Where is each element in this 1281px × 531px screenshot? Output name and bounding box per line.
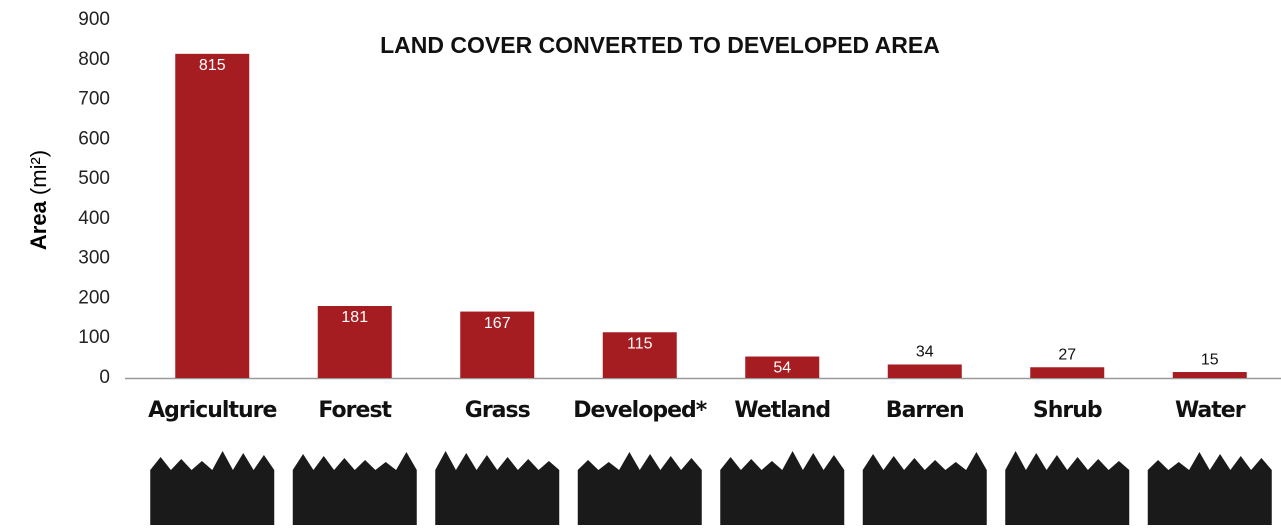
x-tick-label: Wetland [734, 398, 830, 423]
value-label: 167 [484, 315, 511, 332]
bar [745, 356, 820, 378]
x-tick-label: Barren [886, 398, 964, 423]
x-tick-label: Forest [318, 398, 392, 423]
category-icon [435, 451, 560, 525]
y-tick-label: 300 [78, 248, 110, 269]
bar [460, 311, 535, 378]
category-icon [1005, 451, 1130, 525]
chart-title: LAND COVER CONVERTED TO DEVELOPED AREA [380, 32, 940, 58]
y-tick-label: 0 [99, 367, 110, 388]
bar [1172, 372, 1247, 378]
bar [1030, 367, 1105, 378]
value-label: 815 [199, 57, 226, 74]
value-label: 27 [1058, 346, 1076, 363]
bar [175, 53, 250, 379]
bar [317, 306, 392, 378]
y-tick-label: 200 [78, 287, 110, 308]
y-axis-label-main: Area [26, 200, 51, 250]
value-label: 181 [341, 309, 368, 326]
x-tick-label: Shrub [1033, 398, 1102, 423]
y-tick-label: 400 [78, 208, 110, 229]
y-tick-label: 500 [78, 168, 110, 189]
y-axis-label: Area (mi²) [26, 150, 51, 250]
category-icon [720, 451, 845, 525]
category-icon [577, 452, 702, 525]
value-label: 15 [1201, 351, 1219, 368]
category-icon [1147, 452, 1272, 525]
y-tick-label: 700 [78, 89, 110, 110]
category-icon [862, 452, 987, 525]
y-tick-label: 900 [78, 9, 110, 30]
category-icon [292, 452, 417, 525]
x-tick-label: Agriculture [148, 398, 276, 423]
bar [887, 364, 962, 378]
bar [602, 332, 677, 378]
x-tick-label: Water [1175, 398, 1246, 423]
value-label: 34 [916, 344, 934, 361]
y-tick-label: 600 [78, 128, 110, 149]
value-label: 115 [627, 335, 653, 352]
category-icon [150, 451, 275, 525]
value-label: 54 [773, 360, 791, 377]
x-tick-label: Grass [465, 398, 531, 423]
y-tick-label: 100 [78, 327, 110, 348]
y-axis-label-unit: (mi²) [26, 150, 51, 195]
x-tick-label: Developed* [573, 398, 708, 423]
y-tick-label: 800 [78, 49, 110, 70]
